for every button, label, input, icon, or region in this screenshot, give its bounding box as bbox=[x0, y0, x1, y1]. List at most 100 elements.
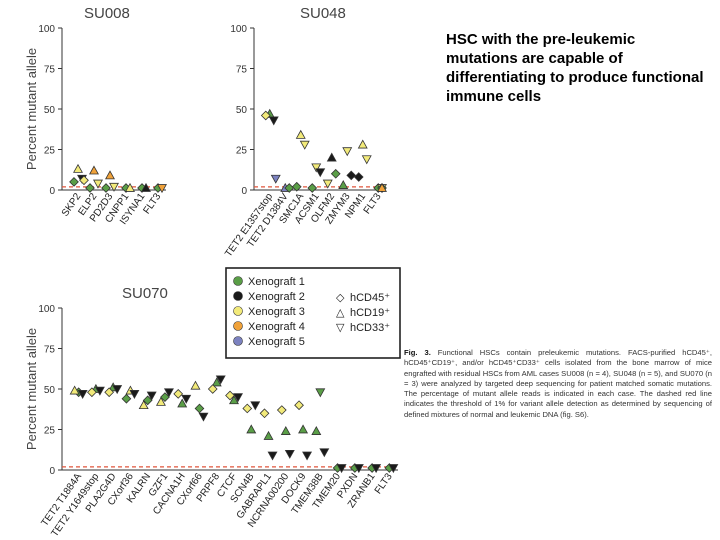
data-point bbox=[105, 170, 115, 180]
data-point bbox=[250, 401, 261, 411]
y-tick-label: 75 bbox=[236, 65, 248, 76]
data-point bbox=[85, 183, 95, 193]
y-axis-label: Percent mutant allele bbox=[24, 328, 39, 450]
data-point bbox=[109, 182, 119, 192]
data-point bbox=[302, 451, 313, 461]
data-point bbox=[77, 390, 88, 399]
data-point bbox=[280, 425, 291, 435]
figure-caption: Fig. 3. Functional HSCs contain preleuke… bbox=[404, 348, 712, 420]
data-point bbox=[177, 398, 188, 408]
legend-label: Xenograft 1 bbox=[248, 276, 305, 288]
data-point bbox=[298, 424, 309, 434]
y-tick-label: 25 bbox=[44, 426, 56, 437]
y-tick-label: 25 bbox=[44, 146, 56, 157]
data-point bbox=[295, 129, 306, 139]
data-point bbox=[371, 464, 382, 474]
legend-marker-label: hCD45⁺ bbox=[350, 292, 390, 304]
data-point bbox=[73, 163, 83, 173]
data-point bbox=[294, 400, 304, 411]
y-tick-label: 100 bbox=[38, 304, 55, 315]
data-point bbox=[276, 405, 287, 415]
legend-marker-label: hCD33⁺ bbox=[350, 322, 390, 334]
data-point bbox=[336, 464, 347, 474]
y-axis-label: Percent mutant allele bbox=[24, 48, 39, 170]
data-point bbox=[181, 394, 192, 404]
data-point bbox=[141, 182, 151, 192]
panel-title: SU008 bbox=[84, 5, 130, 22]
data-point bbox=[326, 152, 337, 162]
data-point bbox=[129, 390, 140, 399]
data-point bbox=[198, 412, 209, 422]
legend-swatch bbox=[233, 306, 243, 316]
legend-marker-symbol: △ bbox=[336, 306, 345, 319]
data-point bbox=[330, 168, 341, 179]
x-category-label: FLT3 bbox=[373, 471, 395, 496]
x-category-label: FLT3 bbox=[362, 191, 384, 216]
data-point bbox=[229, 395, 239, 405]
data-point bbox=[299, 140, 310, 150]
data-point bbox=[225, 390, 235, 401]
legend-label: Xenograft 5 bbox=[248, 336, 305, 348]
data-point bbox=[112, 385, 123, 395]
caption-lead: Fig. 3. bbox=[404, 348, 431, 357]
data-point bbox=[87, 387, 97, 398]
data-point bbox=[246, 424, 257, 434]
data-point bbox=[163, 388, 174, 398]
data-point bbox=[89, 165, 99, 175]
legend-marker-label: hCD19⁺ bbox=[350, 307, 390, 319]
data-point bbox=[315, 388, 326, 398]
data-point bbox=[79, 175, 89, 186]
data-point bbox=[207, 384, 218, 394]
data-point bbox=[69, 385, 80, 395]
data-point bbox=[307, 183, 318, 193]
slide-title: HSC with the pre-leukemic mutations are … bbox=[446, 31, 704, 105]
data-point bbox=[104, 387, 115, 398]
data-point bbox=[121, 393, 132, 404]
panel-title: SU048 bbox=[300, 5, 346, 22]
legend-label: Xenograft 2 bbox=[248, 291, 305, 303]
data-point bbox=[377, 182, 387, 192]
data-point bbox=[268, 116, 279, 126]
data-point bbox=[142, 395, 153, 406]
y-tick-label: 75 bbox=[44, 345, 56, 356]
data-point bbox=[242, 403, 253, 414]
data-point bbox=[319, 448, 330, 458]
data-point bbox=[146, 391, 157, 401]
legend-marker-symbol: ▽ bbox=[336, 321, 345, 334]
data-point bbox=[291, 181, 302, 192]
y-tick-label: 0 bbox=[49, 186, 55, 197]
legend-swatch bbox=[233, 321, 243, 331]
data-point bbox=[155, 396, 166, 406]
legend-box bbox=[225, 267, 401, 359]
data-point bbox=[233, 393, 243, 403]
data-point bbox=[346, 170, 357, 181]
data-point bbox=[93, 179, 103, 189]
caption-text: Functional HSCs contain preleukemic muta… bbox=[404, 348, 712, 419]
data-point bbox=[69, 177, 79, 187]
data-point bbox=[125, 182, 135, 192]
data-point bbox=[284, 449, 295, 459]
data-point bbox=[353, 464, 364, 474]
y-tick-label: 0 bbox=[241, 186, 247, 197]
legend-label: Xenograft 3 bbox=[248, 306, 305, 318]
data-point bbox=[338, 180, 349, 189]
data-point bbox=[215, 375, 226, 385]
y-tick-label: 50 bbox=[44, 105, 56, 116]
data-point bbox=[311, 425, 322, 435]
x-category-label: FLT3 bbox=[141, 191, 163, 216]
data-point bbox=[322, 179, 333, 189]
data-point bbox=[260, 110, 271, 121]
data-point bbox=[138, 400, 149, 410]
y-tick-label: 50 bbox=[44, 385, 56, 396]
data-point bbox=[267, 451, 278, 461]
legend-swatch bbox=[233, 276, 243, 286]
legend-marker-symbol: ◇ bbox=[336, 291, 345, 304]
y-tick-label: 100 bbox=[230, 24, 247, 35]
y-tick-label: 25 bbox=[236, 146, 248, 157]
data-point bbox=[270, 174, 281, 184]
legend-swatch bbox=[233, 336, 243, 346]
data-point bbox=[342, 147, 353, 157]
data-point bbox=[357, 139, 368, 149]
legend-swatch bbox=[233, 291, 243, 301]
